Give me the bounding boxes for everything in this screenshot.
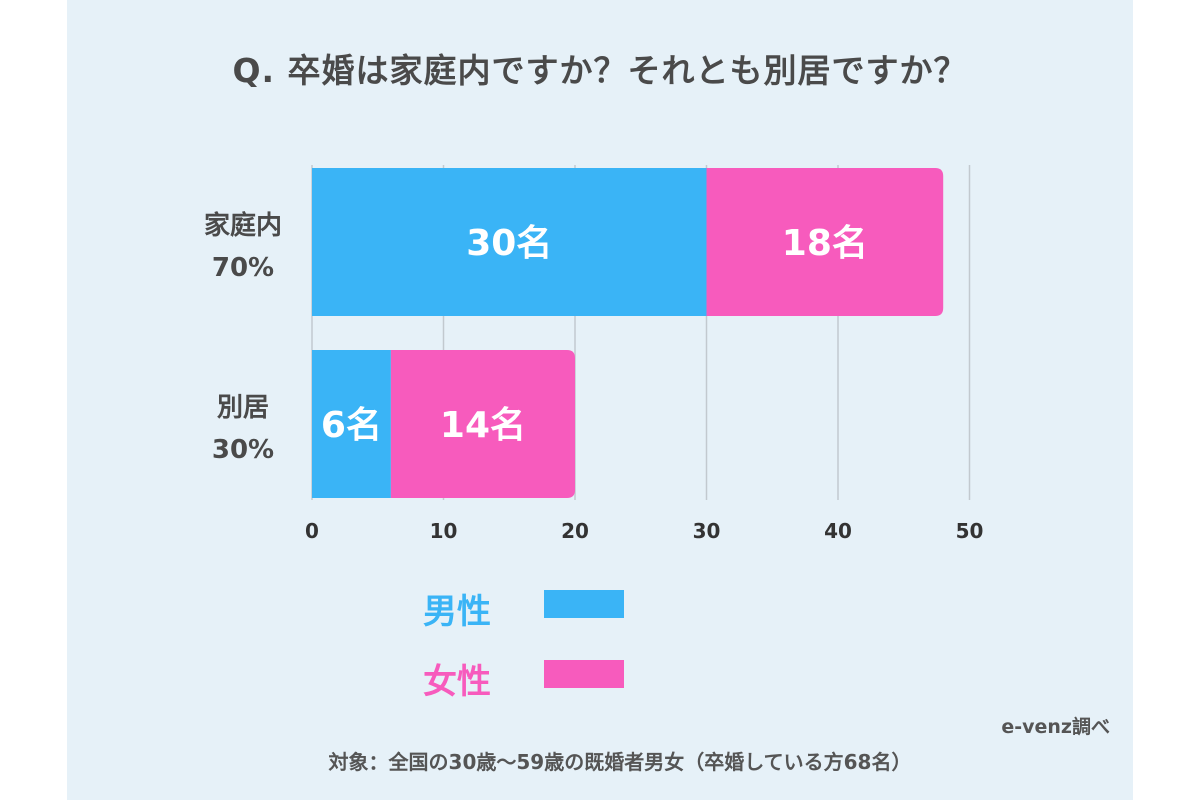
x-tick-label: 40 [824,519,852,543]
bar-female [390,350,575,498]
category-percent-label: 70% [212,253,274,283]
bar-value-label: 14名 [440,405,526,446]
source-credit: e-venz調べ [1001,716,1110,738]
legend-swatch-female [544,660,624,688]
x-tick-label: 50 [956,519,984,543]
category-label: 別居 [217,393,269,423]
bar-value-label: 30名 [466,223,552,264]
bar-value-label: 6名 [321,405,382,446]
legend-label-female: 女性 [423,662,491,702]
legend-swatch-male [544,590,624,618]
x-tick-label: 10 [430,519,458,543]
category-percent-label: 30% [212,435,274,465]
bar-value-label: 18名 [782,223,868,264]
stacked-bar-chart: 30名 18名 家庭内 70% 6名 14名 別居 30% 0 10 20 30 40 50 [204,165,984,543]
x-tick-label: 30 [693,519,721,543]
bar-female [706,168,944,316]
bar-male [312,350,391,498]
legend-label-male: 男性 [423,592,491,632]
x-tick-label: 20 [561,519,589,543]
bar-male [312,168,707,316]
chart-title: Q. 卒婚は家庭内ですか？それとも別居ですか？ [232,51,968,90]
x-tick-label: 0 [305,519,319,543]
survey-note: 対象：全国の30歳〜59歳の既婚者男女（卒婚している方68名） [328,750,912,774]
category-label: 家庭内 [204,210,282,241]
